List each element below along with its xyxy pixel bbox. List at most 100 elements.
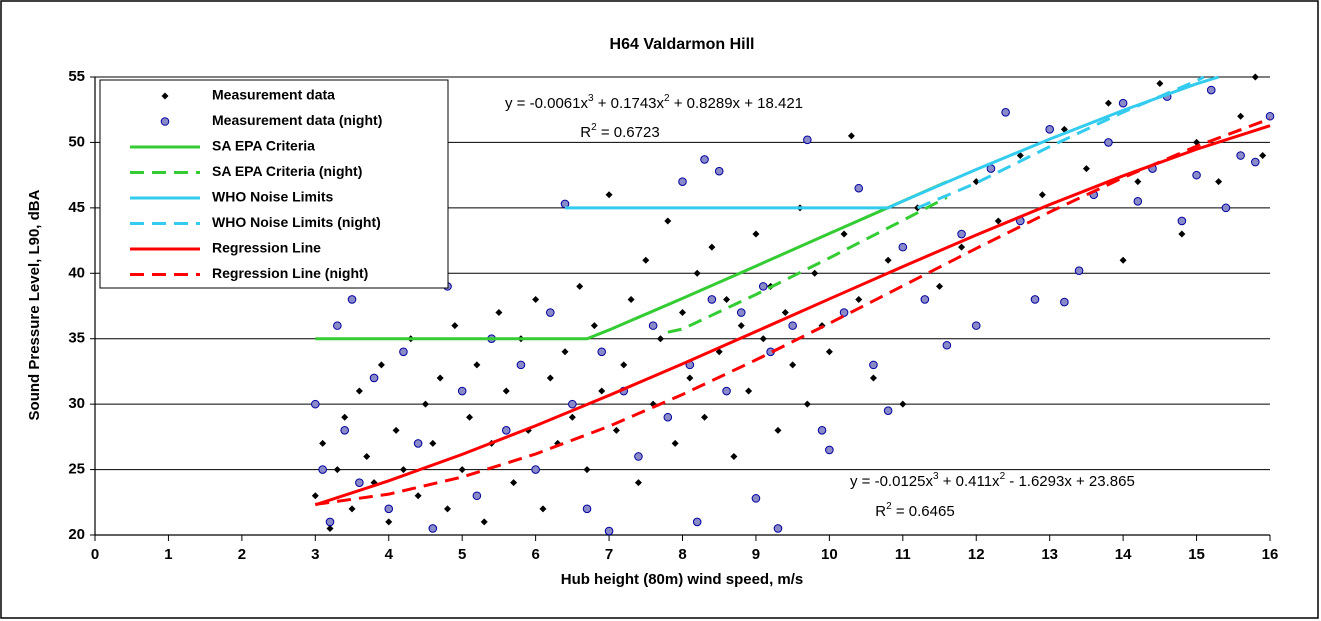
point (597, 347, 607, 357)
point (311, 492, 319, 500)
point (1016, 152, 1024, 160)
point (385, 518, 393, 526)
point (942, 340, 952, 350)
annotation-text: y = -0.0061x (505, 95, 588, 112)
point (994, 217, 1002, 225)
point (568, 413, 576, 421)
y-tick-label: 50 (68, 133, 85, 150)
point (421, 400, 429, 408)
x-tick-label: 15 (1188, 546, 1205, 563)
legend-label: WHO Noise Limits (212, 189, 334, 205)
legend-label: WHO Noise Limits (night) (212, 214, 381, 230)
point (414, 492, 422, 500)
point (869, 360, 878, 370)
point (854, 183, 864, 193)
point (510, 479, 518, 487)
point (1119, 256, 1127, 264)
point (428, 524, 438, 533)
annotation-text: R (875, 503, 886, 520)
x-axis-label: Hub height (80m) wind speed, m/s (561, 571, 804, 588)
line (667, 196, 948, 334)
annotation-text: = 0.6465 (892, 503, 955, 520)
point (936, 282, 944, 290)
point (1074, 266, 1084, 275)
y-tick-label: 45 (68, 199, 85, 216)
point (480, 518, 488, 526)
point (1215, 178, 1223, 186)
point (700, 155, 709, 164)
point (883, 406, 893, 415)
point (1237, 112, 1245, 120)
point (884, 256, 892, 264)
point (472, 491, 482, 501)
point (363, 452, 371, 460)
x-tick-label: 9 (752, 546, 760, 563)
point (825, 445, 834, 455)
point (714, 166, 724, 176)
legend-swatch (160, 117, 170, 126)
point (707, 295, 717, 304)
point (1060, 125, 1068, 133)
point (781, 309, 789, 317)
point (759, 335, 767, 343)
point (789, 361, 797, 369)
point (546, 308, 555, 317)
point (840, 230, 848, 238)
x-tick-label: 0 (91, 546, 99, 563)
point (539, 505, 547, 513)
point (1001, 108, 1010, 117)
point (736, 308, 746, 317)
point (971, 321, 981, 330)
point (663, 412, 673, 422)
point (701, 413, 709, 421)
annotation-superscript: 3 (933, 471, 939, 482)
point (466, 413, 474, 421)
point (355, 478, 364, 487)
point (620, 361, 628, 369)
point (1082, 165, 1090, 173)
point (582, 504, 592, 514)
point (656, 335, 664, 343)
point (318, 465, 327, 474)
annotation-text: + 0.8289x + 18.421 (670, 95, 803, 112)
point (532, 295, 540, 303)
point (355, 387, 363, 395)
point (1206, 85, 1216, 95)
point (501, 426, 511, 435)
point (803, 400, 811, 408)
point (1104, 99, 1112, 107)
point (745, 387, 753, 395)
point (502, 387, 510, 395)
point (341, 413, 349, 421)
x-tick-label: 7 (605, 546, 613, 563)
point (847, 132, 855, 140)
line (916, 75, 1205, 210)
point (1133, 197, 1143, 206)
legend-swatch (161, 92, 169, 100)
x-tick-label: 13 (1041, 546, 1058, 563)
point (1030, 295, 1040, 304)
point (598, 387, 606, 395)
point (1060, 297, 1069, 307)
point (444, 505, 451, 513)
point (671, 439, 679, 447)
point (899, 400, 907, 408)
x-tick-label: 5 (458, 546, 466, 563)
x-tick-label: 2 (238, 546, 246, 563)
y-tick-label: 30 (68, 395, 85, 412)
point (758, 282, 768, 291)
point (634, 479, 642, 487)
point (678, 177, 687, 186)
point (752, 230, 760, 238)
x-tick-label: 16 (1262, 546, 1279, 563)
point (546, 374, 554, 382)
annotation: R2 = 0.6723 (580, 122, 659, 141)
point (436, 374, 444, 382)
x-tick-label: 1 (164, 546, 172, 563)
point (692, 517, 702, 527)
point (604, 526, 614, 536)
y-tick-label: 35 (68, 330, 85, 347)
legend-label: Regression Line (212, 240, 321, 256)
line (315, 117, 1271, 506)
point (340, 426, 349, 435)
